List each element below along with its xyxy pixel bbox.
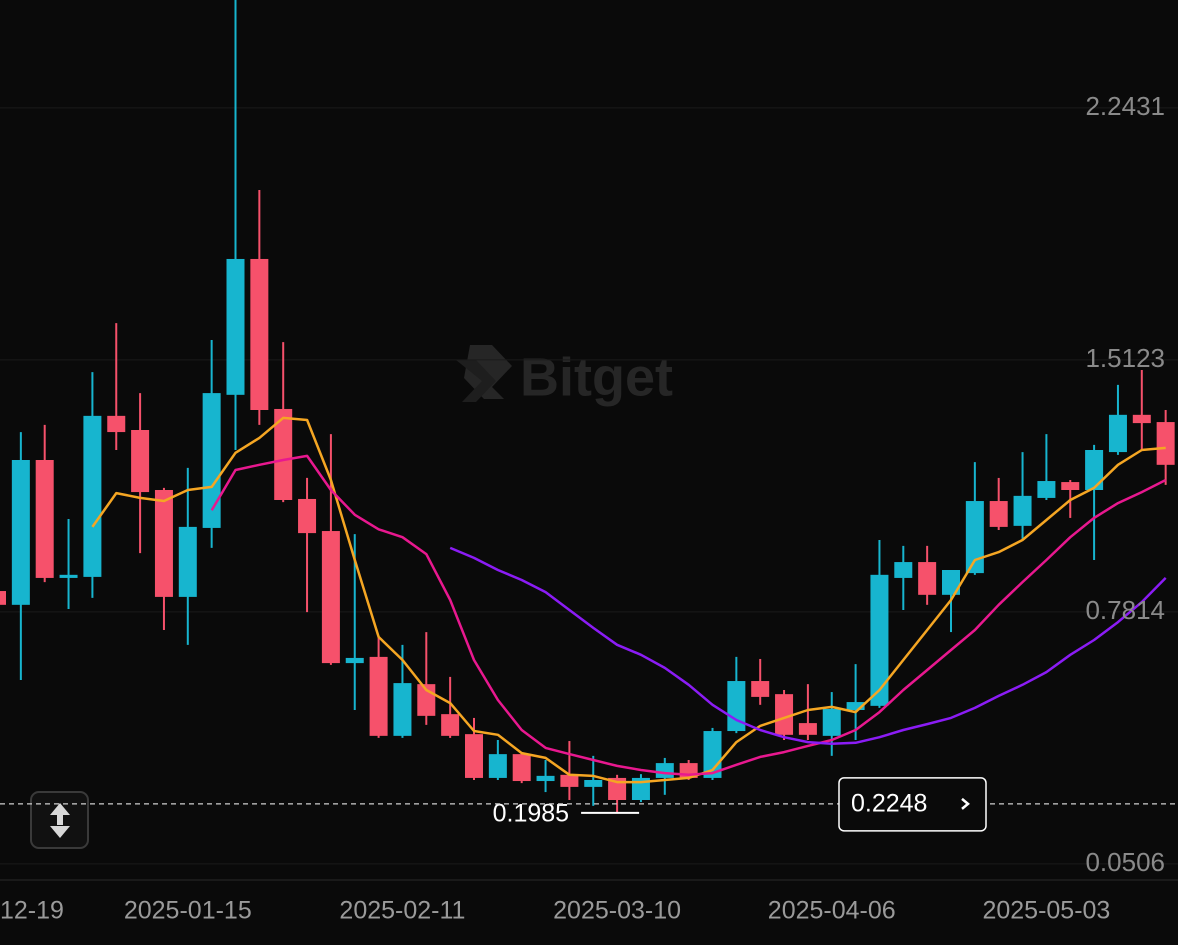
candle-body (321, 531, 340, 664)
candle-body (465, 734, 483, 778)
candle-body (59, 574, 78, 578)
candle-body (512, 754, 531, 782)
candle-body (1132, 414, 1151, 424)
watermark-logo (464, 345, 512, 399)
candle-body (584, 780, 603, 787)
watermark: Bitget (456, 345, 673, 407)
last-price-tag[interactable]: 0.2248 (838, 777, 987, 832)
x-tick-label: 2025-02-11 (339, 897, 465, 925)
candle-body (918, 562, 937, 595)
candle-body (536, 775, 555, 782)
candle-body (751, 681, 770, 697)
y-tick-label: 1.5123 (1085, 343, 1165, 373)
candle-body (655, 763, 674, 778)
x-tick-label: 2025-04-06 (768, 897, 896, 925)
candle-body (775, 694, 794, 735)
candle-body (894, 562, 913, 578)
last-price-box (838, 777, 987, 832)
y-tick-label: 0.7814 (1085, 595, 1165, 625)
candle-body (83, 415, 102, 577)
candle-body (822, 708, 841, 736)
candle-body (1108, 414, 1127, 453)
candle-body (1013, 495, 1032, 526)
candle-body (441, 714, 460, 736)
x-tick-label: 2025-03-10 (553, 897, 681, 925)
candle-body (1037, 481, 1056, 498)
candle-body (35, 460, 54, 578)
candle-body (274, 408, 293, 500)
candle-body (989, 501, 1008, 527)
candle-body (631, 777, 650, 800)
x-tick-label: 12-19 (0, 897, 64, 925)
moving-average-line (91, 416, 1166, 784)
y-tick-label: 2.2431 (1085, 91, 1165, 121)
candle-body (846, 702, 865, 710)
button-icon (50, 803, 70, 838)
candle-body (870, 574, 889, 706)
candle-body (965, 501, 984, 574)
candle-body (560, 774, 579, 787)
candle-body (488, 754, 507, 778)
candle-body (107, 415, 126, 433)
candle-body (942, 570, 960, 595)
resize-button[interactable] (30, 791, 89, 849)
candle-body (1061, 482, 1080, 490)
last-price-label: 0.2248 (851, 789, 927, 817)
moving-average-line (449, 546, 1167, 746)
chevron-icon (961, 797, 970, 810)
x-tick-label: 2025-01-15 (124, 897, 252, 925)
candle-body (369, 656, 388, 736)
candle-body (250, 258, 269, 410)
candle-body (1156, 422, 1175, 465)
candle-body (1085, 450, 1104, 490)
candle-body (0, 591, 6, 605)
y-tick-label: 0.0506 (1085, 847, 1165, 877)
candle-body (202, 393, 221, 528)
candle-body (154, 490, 173, 597)
x-tick-label: 2025-05-03 (982, 897, 1110, 925)
candle-body (131, 430, 150, 493)
candle-body (608, 777, 627, 800)
candle-body (226, 258, 245, 395)
candle-body (178, 526, 197, 597)
candle-body (11, 460, 30, 605)
moving-average-line (210, 454, 1167, 777)
watermark-logo (456, 360, 496, 402)
watermark-text: Bitget (520, 347, 673, 407)
candle-body (345, 657, 364, 664)
candle-body (798, 723, 817, 735)
candle-body (393, 683, 412, 736)
candle-body (298, 498, 317, 534)
